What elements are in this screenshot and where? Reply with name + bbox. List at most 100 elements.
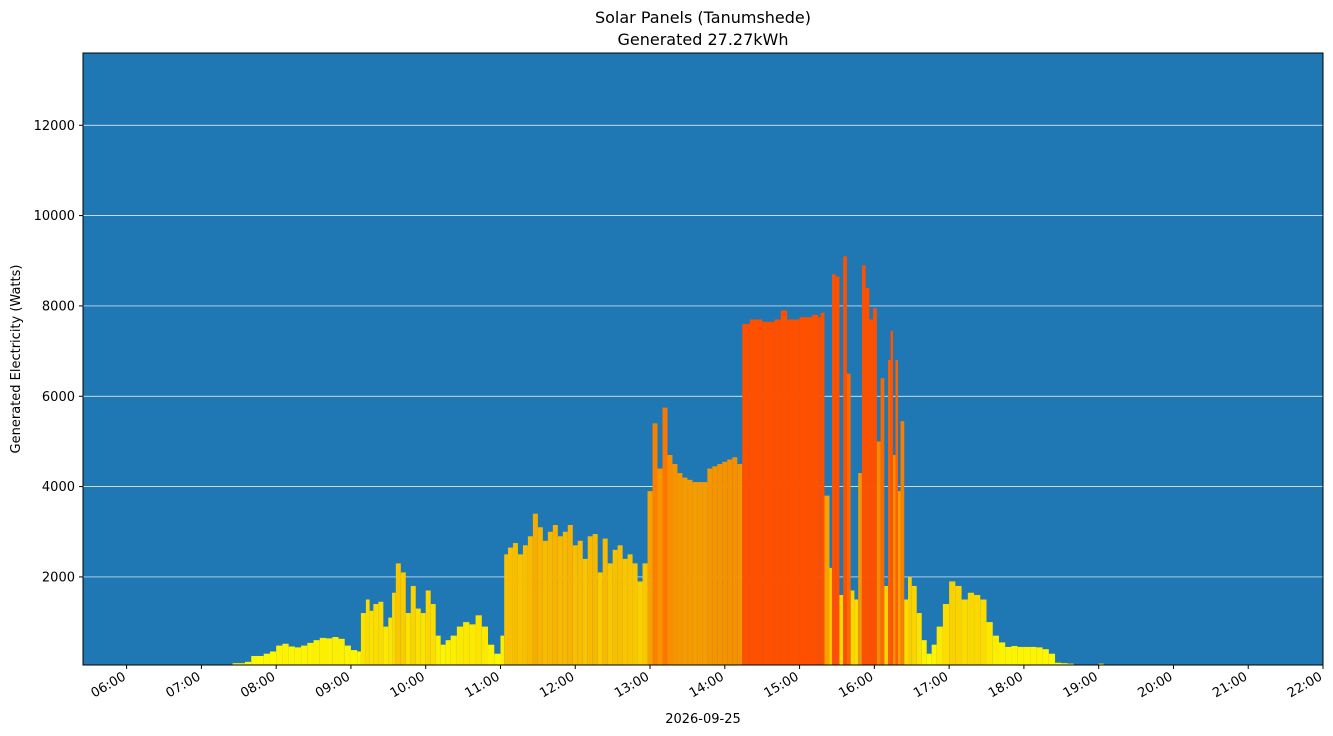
y-tick-label: 10000 [34,209,75,224]
bar [494,653,501,665]
bar [712,466,718,665]
bar [921,640,927,665]
bar [677,473,683,665]
chart-title: Solar Panels (Tanumshede) [595,8,811,27]
bar [383,626,389,665]
bar [582,558,588,665]
bar [388,617,393,665]
x-axis-label: 2026-09-25 [665,712,741,727]
bar [865,287,870,665]
bar [607,563,613,665]
x-tick-label: 20:00 [1136,669,1176,701]
x-tick-label: 16:00 [836,669,876,701]
bar [587,536,593,665]
bar [301,645,308,665]
bar [507,547,513,665]
bar [378,601,384,665]
bar [843,256,847,665]
bar [780,310,788,665]
bar [572,545,578,665]
x-tick-label: 12:00 [537,669,577,701]
bar [722,461,728,665]
bar [787,319,800,665]
bar [456,626,464,665]
bar [1005,646,1012,665]
bar [350,650,358,665]
bar [313,640,320,665]
bar [974,594,981,665]
bar [597,572,603,665]
bar [652,423,658,665]
bar [1036,647,1043,665]
bar [829,567,832,665]
bar [522,545,528,665]
bar [481,626,489,665]
chart-subtitle: Generated 27.27kWh [618,30,789,49]
plot-frame [82,52,1324,666]
bar [450,635,457,665]
bar [338,638,345,665]
bar [602,538,608,665]
bar [692,482,698,665]
y-tick-label: 12000 [34,119,75,134]
bar [846,373,851,665]
bar [662,407,668,665]
bar [373,604,379,665]
bar [577,540,583,665]
bar [839,594,844,665]
bar [727,459,733,665]
bar [557,536,563,665]
y-axis-label: Generated Electricity (Watts) [9,265,24,454]
bar [282,643,289,665]
bar [895,360,899,665]
bar [245,661,252,665]
bar [992,635,999,665]
bar [873,308,877,665]
bar [1067,663,1074,665]
bar [888,360,891,665]
bar [612,549,618,665]
bar [251,655,264,665]
bar [420,613,426,665]
x-tick-label: 10:00 [388,669,428,701]
bar [344,645,351,665]
x-tick-label: 06:00 [89,669,129,701]
bar [542,540,548,665]
bars [201,256,1104,666]
bar [1061,663,1068,665]
bar [900,421,905,665]
bar [835,276,840,665]
bar [395,563,401,665]
bar [562,531,568,665]
bar [799,317,813,665]
bar [1042,649,1049,665]
bar [949,581,956,665]
bar [682,477,688,665]
bar [898,491,901,665]
bar [294,647,302,665]
bar [527,536,533,665]
bar [410,585,416,665]
bar [400,572,406,665]
bar [547,531,553,665]
bar [637,581,643,665]
bar [1098,663,1104,665]
bar [592,534,598,665]
bar [469,624,476,665]
bar [931,644,937,665]
x-tick-label: 14:00 [687,669,727,701]
bar [430,604,436,665]
y-axis: 2000 4000 6000 8000 10000 12000 [34,119,83,585]
bar [269,651,277,665]
bar [622,558,628,665]
bar [697,482,703,665]
bar [986,622,993,665]
bar [369,610,374,665]
bar [647,491,653,665]
bar [936,626,943,665]
bar [717,464,723,665]
x-tick-label: 08:00 [238,669,278,701]
bar [893,454,896,665]
bar [854,599,859,665]
bar [512,543,518,665]
